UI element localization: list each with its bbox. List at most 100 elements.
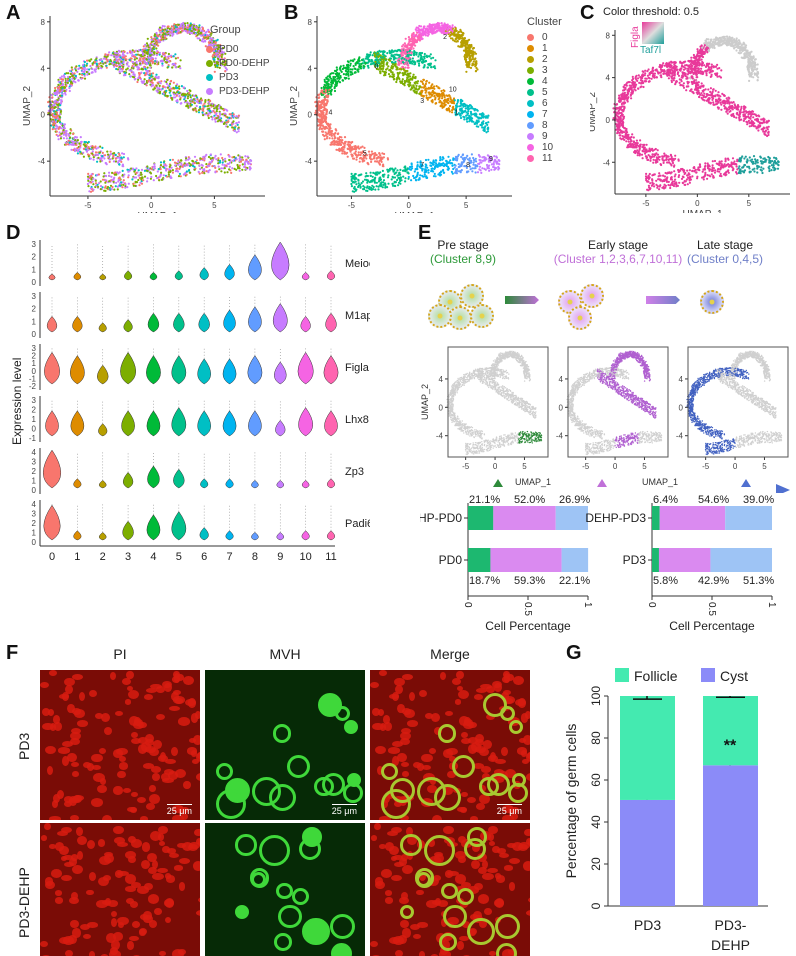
scatter-point (211, 55, 214, 58)
scatter-point (64, 93, 67, 96)
scatter-point (131, 49, 134, 52)
scatter-point (113, 188, 116, 191)
scatter-point (113, 176, 116, 179)
scatter-point (97, 173, 100, 176)
scatter-point (65, 84, 68, 88)
scatter-point (211, 110, 214, 113)
scatter-point (158, 26, 162, 29)
scatter-point (218, 168, 221, 171)
scatter-point (59, 104, 62, 107)
scatter-point (205, 112, 208, 115)
scatter-point (340, 141, 344, 144)
scatter-point (467, 117, 470, 120)
scatter-point (156, 63, 159, 66)
scatter-point (438, 93, 441, 96)
scatter-point (139, 173, 142, 176)
scatter-point (474, 52, 478, 55)
scatter-point (354, 152, 357, 155)
scatter-point (96, 185, 100, 188)
scatter-point (425, 94, 428, 97)
scatter-point (244, 155, 247, 158)
scatter-point (169, 87, 172, 90)
scatter-point (449, 28, 452, 31)
scatter-point (108, 186, 111, 190)
scatter-point (167, 55, 171, 58)
scatter-point (108, 171, 111, 174)
scatter-point (441, 95, 444, 98)
scatter-point (339, 65, 342, 68)
scatter-point (149, 57, 152, 60)
scatter-point (326, 75, 329, 78)
scatter-point (207, 112, 210, 115)
scatter-point (463, 116, 466, 119)
scatter-point (151, 60, 155, 64)
scatter-point (131, 178, 134, 181)
scatter-point (71, 77, 74, 80)
scatter-point (229, 123, 232, 127)
scatter-point (133, 50, 136, 53)
scatter-point (339, 69, 342, 72)
scatter-point (386, 67, 389, 70)
scatter-point (404, 37, 407, 40)
scatter-point (122, 156, 125, 159)
scatter-point (440, 26, 443, 29)
scatter-point (183, 27, 187, 30)
scatter-point (160, 60, 163, 63)
scatter-point (225, 121, 228, 124)
scatter-point (336, 77, 339, 80)
scatter-point (349, 150, 352, 153)
scatter-point (57, 135, 60, 138)
scatter-point (399, 168, 402, 171)
scatter-point (211, 156, 214, 160)
scatter-point (83, 60, 86, 64)
scatter-point (401, 45, 404, 48)
scatter-point (410, 51, 413, 54)
scatter-point (214, 65, 217, 68)
scatter-point (366, 189, 369, 192)
scatter-point (179, 30, 182, 34)
scatter-point (355, 156, 358, 159)
scatter-point (103, 157, 106, 160)
scatter-point (447, 25, 451, 28)
scatter-point (105, 66, 108, 69)
scatter-point (97, 67, 100, 70)
scatter-point (108, 158, 111, 161)
scatter-point (344, 140, 347, 144)
scatter-point (478, 168, 481, 171)
scatter-point (209, 157, 212, 160)
scatter-point (94, 179, 97, 182)
scatter-point (166, 59, 169, 62)
scatter-point (468, 157, 471, 160)
scatter-point (79, 146, 82, 149)
scatter-point (124, 184, 127, 188)
scatter-point (224, 160, 227, 163)
scatter-point (353, 71, 356, 74)
scatter-point (189, 96, 192, 99)
scatter-point (70, 66, 73, 69)
scatter-point (164, 37, 167, 40)
scatter-point (201, 108, 204, 111)
scatter-point (452, 157, 455, 160)
scatter-point (374, 188, 377, 191)
scatter-point (399, 80, 402, 83)
scatter-point (359, 156, 362, 159)
scatter-point (144, 67, 147, 71)
scatter-point (50, 108, 53, 112)
scatter-point (116, 188, 119, 191)
scatter-point (472, 161, 475, 164)
scatter-point (249, 167, 252, 170)
scatter-point (473, 109, 476, 112)
scatter-point (430, 87, 433, 90)
scatter-point (334, 75, 337, 79)
scatter-point (382, 163, 385, 166)
scatter-point (403, 42, 406, 45)
scatter-point (125, 63, 129, 66)
scatter-point (465, 104, 468, 107)
scatter-point (152, 40, 155, 43)
scatter-point (61, 78, 65, 81)
scatter-point (76, 152, 79, 155)
scatter-point (322, 103, 325, 106)
scatter-point (193, 155, 197, 158)
scatter-point (115, 50, 118, 53)
